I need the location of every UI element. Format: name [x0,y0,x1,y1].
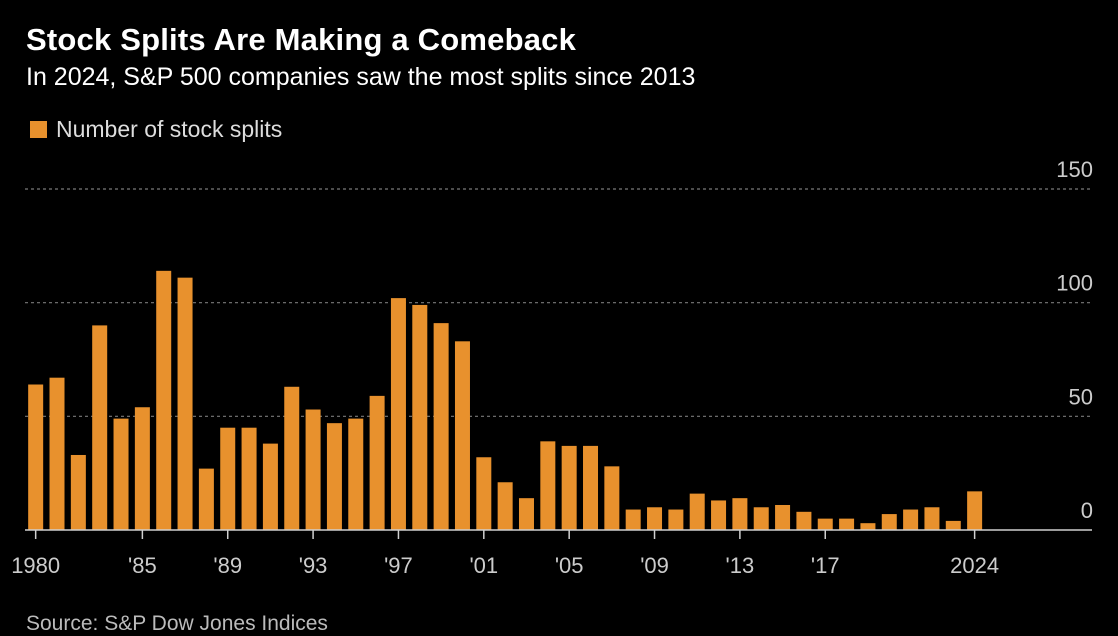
bar-2020 [881,514,897,530]
x-tick-label: '89 [213,553,242,578]
bar-2009 [647,507,663,530]
bar-2003 [518,498,534,530]
bar-1999 [433,323,449,530]
y-tick-label: 50 [1069,384,1093,409]
bar-1985 [134,407,150,530]
bar-1988 [198,468,214,530]
x-tick-label: '01 [469,553,498,578]
bar-1997 [390,298,406,530]
bar-1980 [28,384,44,530]
bar-1994 [326,423,342,530]
bar-2006 [583,445,599,530]
x-tick-label: '85 [128,553,157,578]
x-tick-label: '93 [299,553,328,578]
bar-1996 [369,395,385,530]
bar-2018 [839,518,855,530]
bar-1982 [70,454,86,530]
y-tick-label: 0 [1081,498,1093,523]
bar-2002 [497,482,513,530]
x-tick-label: '05 [555,553,584,578]
bar-2001 [476,457,492,530]
bar-2008 [625,509,641,530]
bar-1987 [177,277,193,530]
bar-1991 [262,443,278,530]
bar-2015 [775,504,791,530]
legend-swatch [30,121,47,138]
bar-2011 [689,493,705,530]
bar-1986 [156,270,172,530]
x-tick-label: 1980 [11,553,60,578]
x-tick-label: 2024 [950,553,999,578]
legend: Number of stock splits [30,116,282,143]
bar-1981 [49,377,65,530]
bar-2019 [860,523,876,530]
bar-1990 [241,427,257,530]
bars [28,270,983,530]
bar-2005 [561,445,577,530]
bar-2021 [903,509,919,530]
chart-title: Stock Splits Are Making a Comeback [26,22,577,57]
x-tick-label: '13 [726,553,755,578]
bar-2016 [796,511,812,530]
bar-1983 [92,325,108,530]
bar-2010 [668,509,684,530]
bar-2007 [604,466,620,530]
bar-2024 [967,491,983,530]
x-tick-label: '09 [640,553,669,578]
bar-1993 [305,409,321,530]
bar-2014 [753,507,769,530]
bar-1992 [284,386,300,530]
chart-subtitle: In 2024, S&P 500 companies saw the most … [26,63,696,91]
gridlines [25,188,1092,417]
y-tick-label: 150 [1056,157,1093,182]
bar-1995 [348,418,364,530]
bar-1984 [113,418,129,530]
y-tick-label: 100 [1056,271,1093,296]
bar-2013 [732,498,748,530]
legend-label: Number of stock splits [56,116,283,142]
x-tick-label: '17 [811,553,840,578]
axes: 0 50 100 150 1980 '85 '89 '93 '97 '01 '05 '09 '13 '17… [11,157,1093,578]
bar-1989 [220,427,236,530]
x-tick-label: '97 [384,553,413,578]
bar-1998 [412,304,428,530]
bar-2022 [924,507,940,530]
bar-2023 [945,520,961,530]
bar-2000 [454,341,470,530]
bar-2012 [711,500,727,530]
source-note: Source: S&P Dow Jones Indices [26,612,328,635]
bar-2004 [540,441,556,530]
bar-2017 [817,518,833,530]
